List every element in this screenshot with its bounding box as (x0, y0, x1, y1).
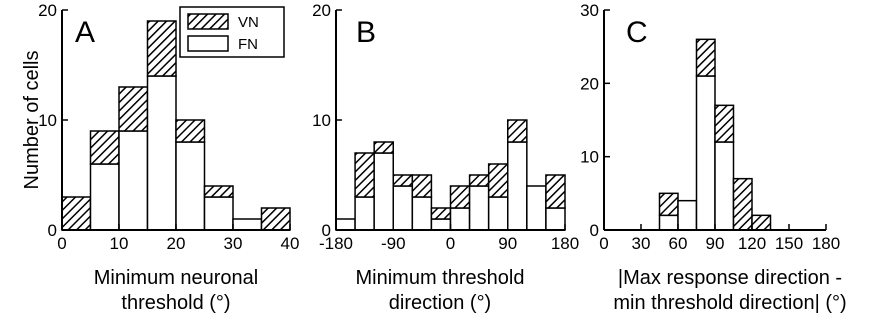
bar-fn (146, 75, 177, 231)
x-axis-title: |Max response direction - (618, 267, 842, 289)
legend-swatch-vn (187, 13, 229, 30)
x-tick-label: 30 (632, 234, 651, 253)
bar-vn (732, 177, 753, 231)
bar-fn (373, 152, 394, 231)
x-tick-label: 40 (281, 234, 300, 253)
panel-letter: C (626, 16, 648, 49)
bar-vn (61, 196, 92, 231)
y-tick-label: 10 (312, 111, 331, 130)
legend-label-fn: FN (238, 36, 258, 53)
bar-fn (526, 185, 547, 231)
y-tick-label: 20 (38, 1, 57, 20)
panel-c: 0 30 60 90 120 150 180 0 10 20 30 C |Max response di… (580, 1, 847, 314)
x-tick-label: 0 (57, 234, 66, 253)
bar-fn (335, 218, 356, 231)
bar-fn (89, 163, 120, 231)
bar-vn (658, 192, 679, 217)
x-tick-label: 90 (498, 234, 517, 253)
y-tick-label: 20 (312, 1, 331, 20)
bar-vn (487, 163, 509, 198)
panel-letter: A (75, 16, 95, 49)
bar-fn (695, 75, 716, 231)
bar-fn (714, 141, 735, 231)
x-tick-label: -90 (381, 234, 406, 253)
x-axis-title: threshold (°) (121, 292, 230, 314)
bar-fn (392, 185, 414, 231)
bar-fn (545, 207, 566, 231)
x-tick-label: 150 (775, 234, 803, 253)
bar-vn (354, 152, 375, 198)
x-tick-label: 0 (599, 234, 608, 253)
bar-fn (449, 207, 471, 231)
x-tick-label: 180 (812, 234, 840, 253)
panel-letter: B (356, 16, 376, 49)
bar-vn (392, 174, 414, 187)
x-tick-label: 0 (446, 234, 455, 253)
bar-fn (232, 218, 263, 231)
bar-fn (658, 214, 679, 231)
bar-vn (175, 119, 206, 143)
x-tick-label: 10 (110, 234, 129, 253)
x-axis-title: direction (°) (389, 292, 491, 314)
bar-vn (411, 174, 433, 198)
x-axis-title: min threshold direction| (°) (613, 292, 846, 314)
bar-vn (507, 119, 528, 143)
bar-vn (118, 86, 149, 132)
bar-fn (430, 218, 452, 231)
y-tick-label: 0 (48, 221, 57, 240)
bar-vn (714, 104, 735, 143)
y-tick-label: 0 (322, 221, 331, 240)
bar-vn (751, 214, 772, 231)
bar-vn (695, 38, 716, 77)
bar-fn (487, 196, 509, 231)
x-tick-label: 180 (551, 234, 579, 253)
bar-fn (507, 141, 528, 231)
y-tick-label: 20 (580, 74, 599, 93)
x-tick-label: -180 (319, 234, 353, 253)
y-tick-label: 30 (580, 1, 599, 20)
x-tick-label: 20 (167, 234, 186, 253)
bar-fn (354, 196, 375, 231)
x-tick-label: 90 (706, 234, 725, 253)
bar-vn (146, 20, 177, 77)
x-axis-title: Minimum neuronal (94, 267, 259, 289)
bar-fn (677, 199, 698, 231)
y-axis-title: Number of cells (21, 51, 43, 190)
x-tick-label: 120 (738, 234, 766, 253)
bar-vn (260, 207, 291, 231)
bar-fn (468, 185, 490, 231)
panel-a: 0 10 20 30 40 0 10 20 A Minimum neuronal threshold… (38, 1, 299, 314)
bar-vn (203, 185, 234, 198)
bar-fn (203, 196, 234, 231)
legend-label-vn: VN (238, 14, 259, 31)
x-axis-title: Minimum threshold (356, 267, 525, 289)
legend-swatch-fn (187, 35, 229, 52)
y-tick-label: 10 (580, 148, 599, 167)
y-tick-label: 0 (590, 221, 599, 240)
bar-vn (449, 185, 471, 209)
bar-fn (411, 196, 433, 231)
bar-vn (430, 207, 452, 220)
bar-fn (118, 130, 149, 231)
y-tick-label: 10 (38, 111, 57, 130)
bar-vn (545, 174, 566, 209)
bar-vn (373, 141, 394, 154)
bar-vn (468, 174, 490, 187)
x-tick-label: 30 (224, 234, 243, 253)
panel-b: -180 -90 0 90 180 0 10 20 B Minimum threshold dire… (312, 1, 579, 314)
x-tick-label: 60 (669, 234, 688, 253)
bar-fn (175, 141, 206, 231)
legend: VN FN (179, 6, 285, 58)
bar-vn (89, 130, 120, 165)
